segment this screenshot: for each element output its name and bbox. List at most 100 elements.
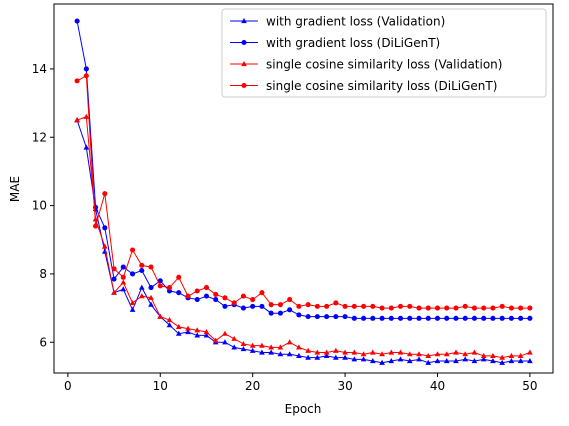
- data-point: [444, 315, 450, 321]
- legend-marker: [241, 18, 247, 24]
- data-point: [175, 323, 182, 329]
- data-point: [499, 359, 506, 365]
- data-point: [480, 352, 487, 359]
- data-point: [286, 351, 293, 357]
- data-point: [416, 356, 422, 362]
- legend-label: with gradient loss (DiLiGenT): [266, 36, 440, 50]
- data-point: [508, 352, 515, 359]
- legend-marker: [241, 82, 247, 89]
- data-point: [388, 358, 395, 364]
- data-point: [406, 358, 413, 364]
- data-point: [185, 329, 191, 335]
- data-point: [508, 315, 514, 321]
- data-point: [314, 314, 320, 320]
- data-point: [499, 315, 505, 321]
- data-point: [397, 303, 404, 309]
- y-axis: 6 8 10 12 14: [32, 62, 54, 349]
- data-point: [443, 358, 450, 364]
- data-point: [74, 18, 80, 24]
- data-point: [148, 301, 154, 307]
- data-point: [240, 340, 247, 347]
- data-point: [194, 296, 200, 303]
- data-point: [397, 349, 404, 355]
- data-point: [249, 347, 256, 353]
- data-point: [499, 354, 506, 360]
- data-point: [138, 293, 145, 299]
- data-point: [490, 352, 496, 359]
- data-point: [453, 305, 459, 311]
- data-point: [471, 358, 478, 364]
- data-point: [138, 284, 145, 290]
- data-point: [480, 356, 487, 362]
- data-point: [203, 293, 210, 299]
- data-point: [120, 264, 126, 270]
- legend-label: single cosine similarity loss (DiLiGenT): [266, 79, 497, 93]
- data-point: [416, 351, 422, 357]
- data-point: [453, 315, 459, 321]
- data-point: [203, 329, 210, 335]
- data-point: [490, 315, 496, 321]
- data-point: [406, 351, 413, 357]
- data-point: [508, 358, 515, 364]
- data-point: [240, 305, 246, 311]
- data-point: [314, 354, 321, 360]
- data-point: [268, 302, 274, 308]
- data-point: [351, 356, 358, 362]
- data-point: [259, 303, 265, 309]
- data-point: [231, 300, 237, 306]
- x-tick-label: 40: [430, 379, 445, 393]
- data-point: [93, 204, 99, 210]
- y-tick-label: 10: [32, 199, 47, 213]
- x-tick-label: 30: [337, 379, 352, 393]
- data-point: [157, 283, 163, 289]
- data-point: [277, 310, 283, 316]
- data-point: [527, 358, 533, 364]
- data-point: [471, 305, 478, 311]
- data-point: [379, 359, 385, 365]
- data-point: [342, 349, 348, 355]
- data-point: [83, 113, 90, 119]
- data-point: [259, 349, 265, 355]
- x-axis: 0 10 20 30 40 50: [64, 373, 538, 393]
- y-axis-label: MAE: [8, 176, 22, 202]
- data-point: [129, 299, 136, 306]
- data-point: [305, 302, 311, 308]
- x-tick-label: 0: [64, 379, 72, 393]
- data-point: [527, 315, 533, 321]
- data-point: [462, 351, 469, 357]
- data-point: [250, 303, 256, 309]
- data-point: [222, 339, 228, 345]
- data-point: [332, 347, 339, 353]
- legend-item: with gradient loss (Validation): [230, 15, 445, 29]
- data-point: [74, 117, 80, 123]
- data-point: [351, 315, 357, 321]
- data-point: [388, 349, 395, 355]
- data-point: [314, 303, 320, 309]
- legend-item: single cosine similarity loss (Validatio…: [230, 58, 502, 72]
- data-point: [332, 354, 339, 360]
- legend: with gradient loss (Validation) with grad…: [221, 8, 547, 98]
- data-point: [453, 358, 459, 364]
- data-point: [517, 358, 524, 364]
- data-point: [416, 305, 422, 311]
- data-point: [222, 330, 228, 336]
- data-point: [259, 290, 265, 296]
- data-point: [277, 302, 283, 308]
- data-point: [129, 306, 136, 312]
- data-point: [351, 349, 358, 355]
- data-point: [286, 339, 293, 345]
- data-point: [388, 315, 394, 321]
- data-point: [222, 295, 228, 301]
- data-point: [518, 315, 524, 321]
- x-axis-label: Epoch: [285, 402, 322, 416]
- data-point: [129, 247, 136, 253]
- data-point: [185, 293, 191, 299]
- data-point: [120, 286, 127, 292]
- data-point: [259, 342, 265, 348]
- data-point: [83, 66, 89, 72]
- data-point: [342, 303, 348, 309]
- series-2: [74, 113, 533, 360]
- data-point: [342, 354, 348, 360]
- data-point: [444, 305, 450, 311]
- data-point: [527, 305, 533, 311]
